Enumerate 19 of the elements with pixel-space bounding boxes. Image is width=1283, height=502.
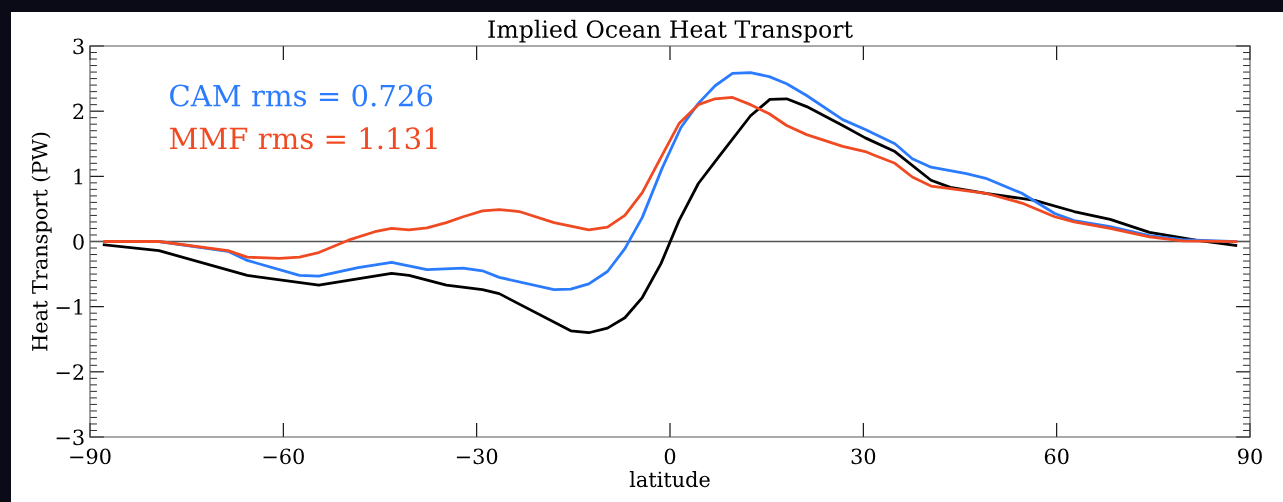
- y-tick-label: −3: [56, 429, 84, 446]
- y-tick-label: 2: [73, 103, 84, 120]
- x-axis-title: latitude: [629, 471, 710, 488]
- x-tick-label: 60: [1044, 448, 1069, 465]
- y-axis-title: Heat Transport (PW): [31, 132, 52, 351]
- x-tick-label: −60: [263, 448, 304, 465]
- y-tick-label: 1: [74, 168, 83, 185]
- chart-title: Implied Ocean Heat Transport: [488, 19, 853, 43]
- y-tick-label: −2: [56, 364, 84, 380]
- x-tick-label: −90: [70, 448, 111, 465]
- x-tick-label: 90: [1238, 448, 1262, 465]
- text: CAM rms = 0.726: [170, 84, 433, 107]
- text: MMF rms = 1.131: [169, 127, 437, 150]
- y-tick-label: 0: [73, 233, 84, 250]
- x-tick-label: 0: [664, 448, 676, 465]
- x-tick-label: −30: [456, 448, 498, 465]
- y-tick-label: −1: [56, 299, 83, 315]
- y-tick-label: 3: [73, 38, 84, 55]
- x-tick-label: 30: [851, 448, 876, 465]
